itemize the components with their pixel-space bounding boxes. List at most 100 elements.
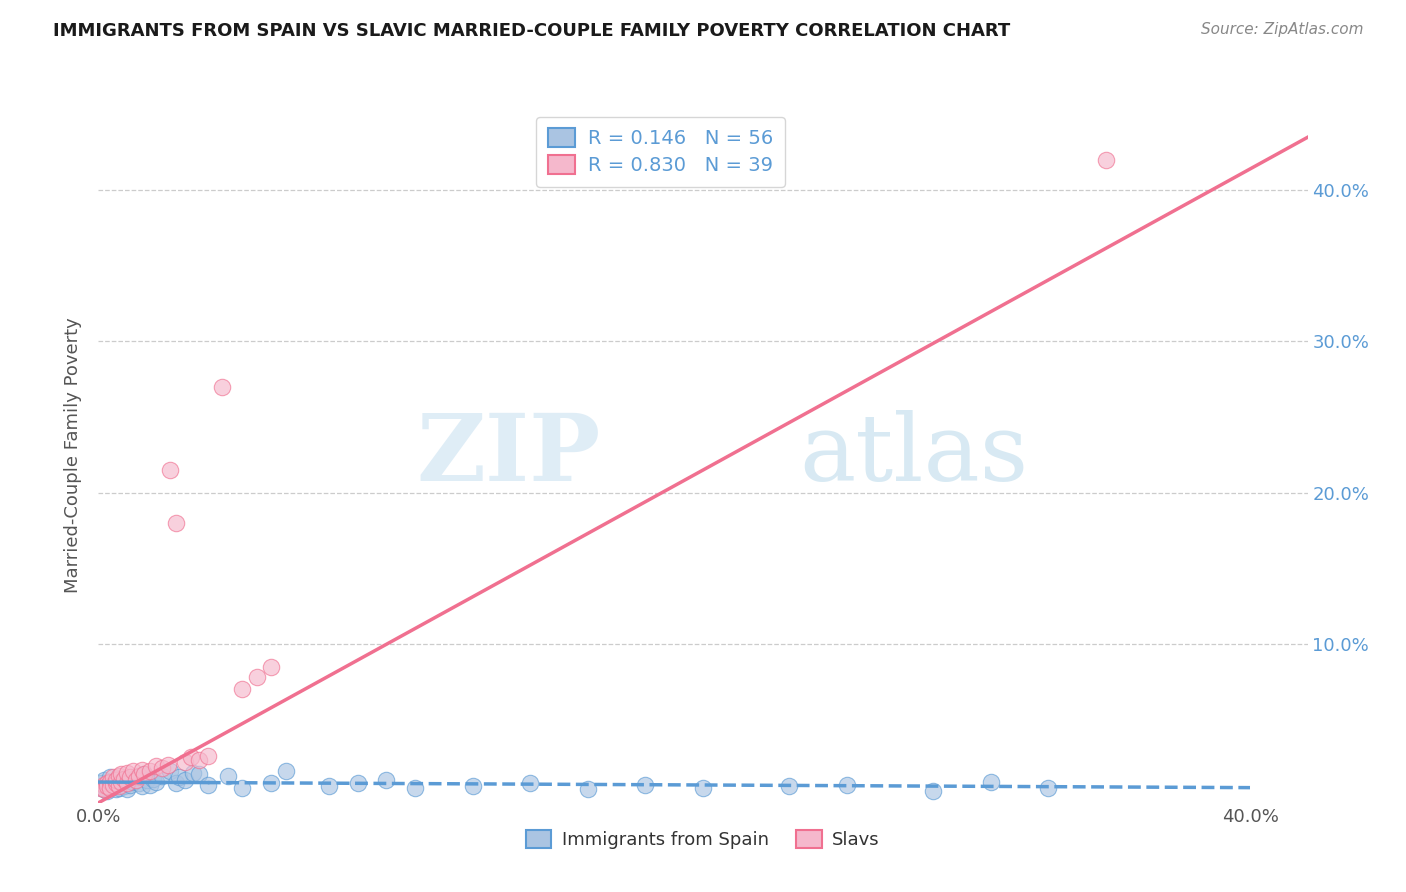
Point xyxy=(107,780,129,795)
Point xyxy=(1095,153,1118,167)
Point xyxy=(576,782,599,797)
Point xyxy=(150,761,173,775)
Point xyxy=(404,780,426,795)
Point xyxy=(104,773,127,788)
Point xyxy=(96,783,118,797)
Point xyxy=(375,773,398,788)
Point xyxy=(110,767,132,781)
Point xyxy=(98,780,121,795)
Point xyxy=(115,773,138,788)
Point xyxy=(112,772,135,786)
Point xyxy=(217,768,239,782)
Point xyxy=(98,774,121,789)
Point xyxy=(346,776,368,790)
Point xyxy=(101,770,124,784)
Point xyxy=(136,773,159,788)
Point xyxy=(110,774,132,789)
Point xyxy=(246,670,269,684)
Point xyxy=(692,780,714,795)
Point xyxy=(139,764,162,778)
Point xyxy=(104,778,127,792)
Point xyxy=(173,755,195,769)
Point xyxy=(188,754,211,768)
Point xyxy=(107,779,129,793)
Point xyxy=(145,774,167,789)
Point xyxy=(231,780,253,795)
Point xyxy=(115,782,138,797)
Point xyxy=(167,770,190,784)
Point xyxy=(98,776,121,790)
Point xyxy=(461,779,484,793)
Point xyxy=(165,776,187,790)
Point xyxy=(125,773,148,788)
Point xyxy=(128,776,150,790)
Point xyxy=(104,776,127,790)
Point xyxy=(980,774,1002,789)
Point xyxy=(922,783,945,797)
Point xyxy=(159,463,181,477)
Point xyxy=(134,767,156,781)
Point xyxy=(156,758,179,772)
Point xyxy=(90,776,112,790)
Point xyxy=(104,782,127,797)
Point xyxy=(96,776,118,790)
Point xyxy=(778,779,800,793)
Point xyxy=(93,779,115,793)
Point xyxy=(197,748,219,763)
Point xyxy=(122,774,145,789)
Point xyxy=(90,780,112,795)
Point xyxy=(115,765,138,780)
Point xyxy=(634,778,657,792)
Point xyxy=(107,768,129,782)
Point xyxy=(188,767,211,781)
Point xyxy=(165,516,187,530)
Point xyxy=(93,778,115,792)
Point xyxy=(159,764,181,778)
Point xyxy=(101,779,124,793)
Point xyxy=(150,768,173,782)
Text: IMMIGRANTS FROM SPAIN VS SLAVIC MARRIED-COUPLE FAMILY POVERTY CORRELATION CHART: IMMIGRANTS FROM SPAIN VS SLAVIC MARRIED-… xyxy=(53,22,1011,40)
Point xyxy=(145,759,167,773)
Text: Source: ZipAtlas.com: Source: ZipAtlas.com xyxy=(1201,22,1364,37)
Point xyxy=(90,780,112,795)
Point xyxy=(110,776,132,790)
Point xyxy=(96,779,118,793)
Point xyxy=(139,778,162,792)
Point xyxy=(128,768,150,782)
Legend: Immigrants from Spain, Slavs: Immigrants from Spain, Slavs xyxy=(519,823,887,856)
Point xyxy=(122,764,145,778)
Point xyxy=(125,770,148,784)
Point xyxy=(142,772,165,786)
Point xyxy=(101,778,124,792)
Point xyxy=(131,763,153,777)
Point xyxy=(274,764,297,778)
Point xyxy=(231,682,253,697)
Text: atlas: atlas xyxy=(800,410,1029,500)
Point xyxy=(93,782,115,797)
Point xyxy=(519,776,541,790)
Point xyxy=(120,770,142,784)
Point xyxy=(115,776,138,790)
Point xyxy=(93,782,115,797)
Point xyxy=(112,779,135,793)
Point xyxy=(120,778,142,792)
Point xyxy=(260,659,283,673)
Point xyxy=(107,772,129,786)
Text: ZIP: ZIP xyxy=(416,410,600,500)
Point xyxy=(93,773,115,788)
Point xyxy=(98,770,121,784)
Point xyxy=(260,776,283,790)
Point xyxy=(173,773,195,788)
Point xyxy=(1038,780,1060,795)
Point xyxy=(183,765,205,780)
Point xyxy=(180,750,202,764)
Point xyxy=(134,767,156,781)
Point xyxy=(835,778,858,792)
Y-axis label: Married-Couple Family Poverty: Married-Couple Family Poverty xyxy=(65,317,83,593)
Point xyxy=(98,780,121,795)
Point xyxy=(96,778,118,792)
Point xyxy=(197,778,219,792)
Point xyxy=(131,779,153,793)
Point xyxy=(318,779,340,793)
Point xyxy=(211,380,233,394)
